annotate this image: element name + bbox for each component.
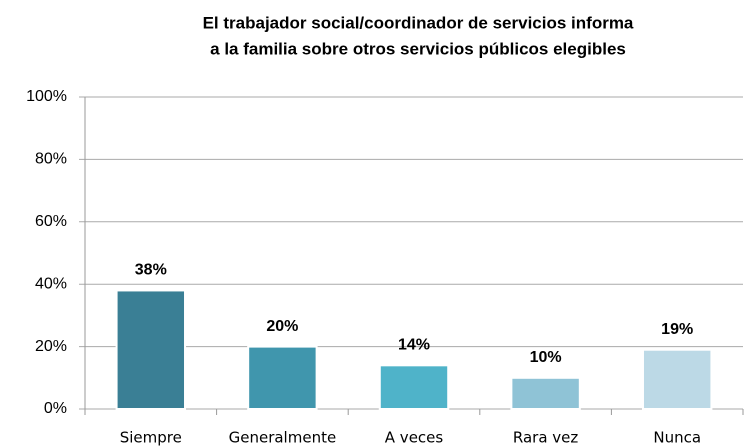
y-tick-label: 40% bbox=[35, 275, 67, 292]
bar bbox=[510, 376, 581, 410]
x-tick-label: Nunca bbox=[653, 429, 701, 446]
y-tick-label: 20% bbox=[35, 338, 67, 355]
y-tick-label: 100% bbox=[26, 88, 67, 105]
x-tick-label: Rara vez bbox=[513, 429, 579, 446]
bar bbox=[641, 348, 713, 410]
data-label: 10% bbox=[530, 349, 562, 366]
x-tick-label: Siempre bbox=[120, 429, 182, 446]
y-tick-label: 0% bbox=[44, 400, 67, 417]
chart-title: El trabajador social/coordinador de serv… bbox=[203, 13, 634, 32]
bar bbox=[115, 289, 187, 410]
bar bbox=[378, 364, 450, 411]
chart-title: a la familia sobre otros servicios públi… bbox=[210, 39, 626, 58]
data-label: 20% bbox=[266, 318, 298, 335]
data-label: 38% bbox=[135, 262, 167, 279]
y-tick-label: 80% bbox=[35, 151, 67, 168]
data-label: 14% bbox=[398, 337, 430, 354]
x-tick-label: Generalmente bbox=[229, 429, 337, 446]
x-tick-label: A veces bbox=[385, 429, 444, 446]
bar bbox=[247, 345, 318, 411]
y-tick-label: 60% bbox=[35, 213, 67, 230]
data-label: 19% bbox=[661, 321, 693, 338]
